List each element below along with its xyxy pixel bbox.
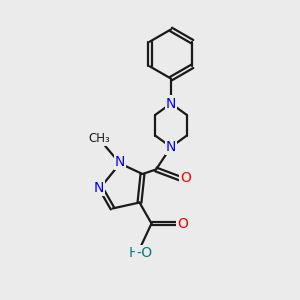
Text: O: O	[181, 172, 191, 185]
Text: N: N	[94, 181, 104, 194]
Text: -O: -O	[136, 246, 152, 260]
Text: H: H	[128, 246, 139, 260]
Text: N: N	[115, 155, 125, 169]
Text: O: O	[178, 217, 188, 230]
Text: N: N	[166, 140, 176, 154]
Text: CH₃: CH₃	[88, 132, 110, 145]
Text: N: N	[166, 97, 176, 110]
